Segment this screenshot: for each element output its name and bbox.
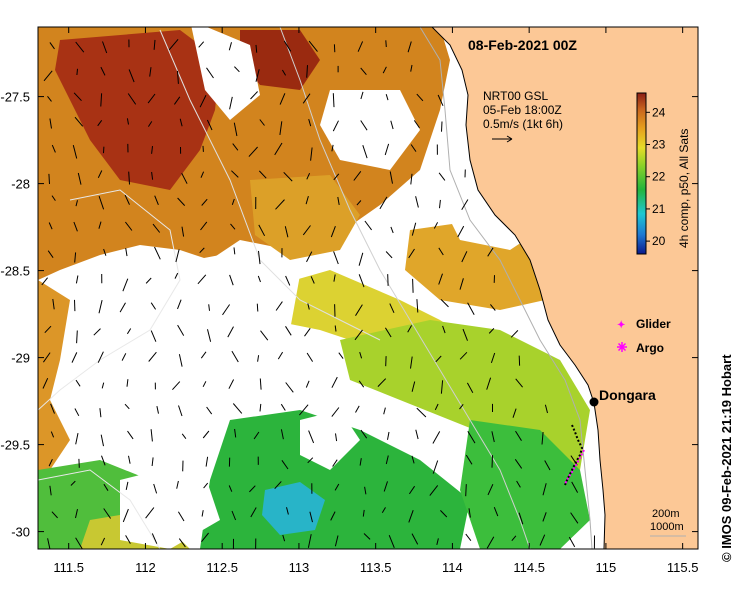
credit-text: © IMOS 09-Feb-2021 21:19 Hobart [719, 354, 734, 562]
legend-argo-label: Argo [636, 341, 664, 355]
x-tick-label: 115 [596, 560, 617, 575]
colorbar-tick-label: 24 [652, 105, 666, 119]
current-vector [492, 455, 493, 468]
depth-legend-1000m: 1000m [650, 521, 684, 533]
depth-legend-200m: 200m [652, 508, 680, 520]
x-tick-label: 112.5 [206, 560, 238, 575]
x-tick-label: 113.5 [360, 560, 392, 575]
legend-glider-label: Glider [636, 317, 671, 331]
colorbar-tick-label: 21 [652, 202, 666, 216]
place-label-dongara: Dongara [599, 387, 656, 403]
dongara-marker [590, 398, 599, 407]
x-tick-label: 112 [135, 560, 156, 575]
current-vector [386, 40, 387, 47]
colorbar-label: 4h comp, p50, All Sats [677, 129, 691, 248]
current-vector [333, 93, 334, 107]
x-tick-label: 115.5 [667, 560, 699, 575]
current-info-line2: 05-Feb 18:00Z [483, 103, 562, 117]
y-tick-label: -29.5 [0, 438, 30, 453]
colorbar-tick-label: 20 [652, 234, 666, 248]
current-vector [466, 484, 467, 496]
x-tick-label: 113 [289, 560, 310, 575]
y-tick-label: -28.5 [0, 264, 30, 279]
current-vector [256, 45, 257, 53]
y-tick-label: -28 [11, 177, 30, 192]
glider-marker-icon: ✦ [617, 320, 625, 331]
current-info-line1: NRT00 GSL [483, 89, 548, 103]
current-vector [49, 174, 50, 184]
current-vector [257, 304, 258, 312]
current-vector [77, 69, 78, 75]
y-tick-label: -27.5 [0, 90, 30, 105]
current-vector [442, 122, 443, 132]
current-vector [77, 331, 78, 344]
colorbar-gradient [637, 93, 646, 254]
x-tick-label: 111.5 [53, 560, 84, 575]
x-tick-label: 114 [442, 560, 463, 575]
current-info-line3: 0.5m/s (1kt 6h) [483, 117, 563, 131]
argo-marker-icon [617, 342, 627, 352]
y-tick-label: -29 [11, 351, 30, 366]
x-tick-label: 114.5 [513, 560, 545, 575]
colorbar-tick-label: 23 [652, 138, 666, 152]
colorbar-tick-label: 22 [652, 170, 666, 184]
date-label: 08-Feb-2021 00Z [468, 37, 577, 53]
y-tick-label: -30 [11, 525, 30, 540]
current-vector [413, 279, 414, 293]
